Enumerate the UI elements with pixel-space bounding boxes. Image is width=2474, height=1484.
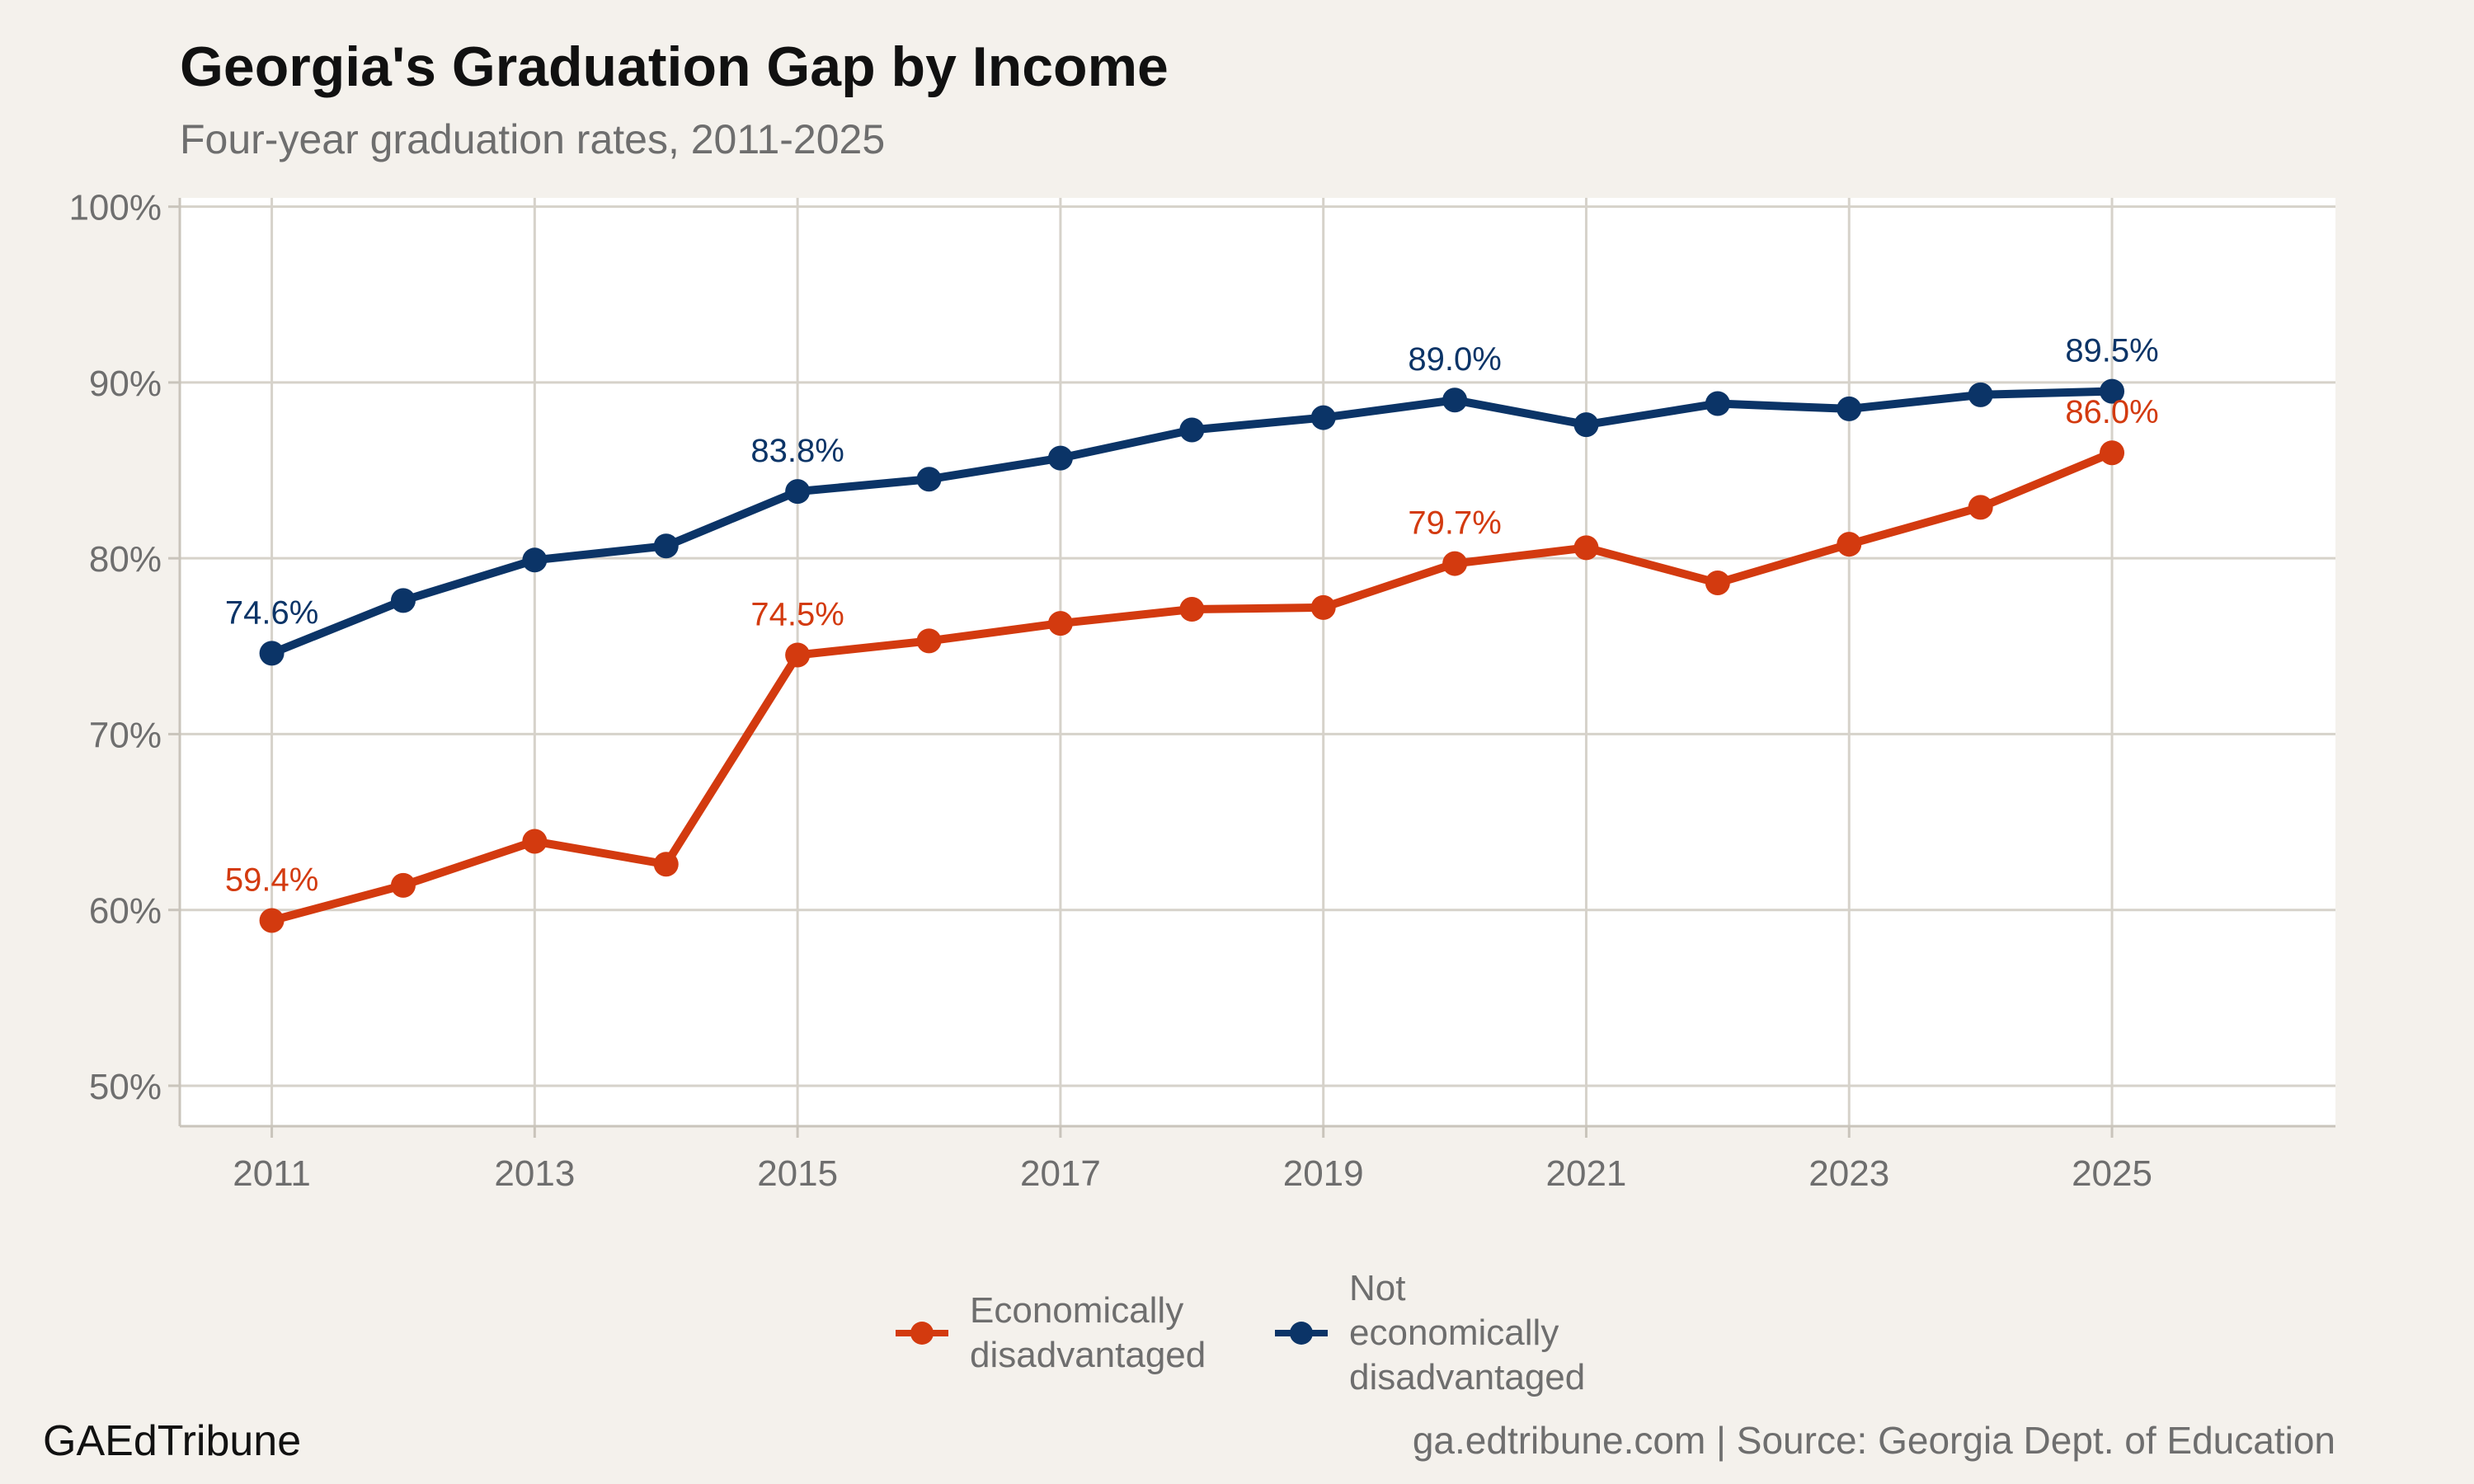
data-point-economically-disadvantaged	[1442, 551, 1468, 576]
source-credit: ga.edtribune.com | Source: Georgia Dept.…	[1412, 1419, 2335, 1462]
data-point-not-economically-disadvantaged	[390, 588, 416, 613]
y-tick-label: 70%	[89, 715, 162, 755]
data-point-economically-disadvantaged	[1837, 532, 1862, 557]
data-label-economically-disadvantaged: 59.4%	[225, 862, 318, 898]
legend-key-not-economically-disadvantaged	[1275, 1322, 1328, 1345]
brand-label: GAEdTribune	[43, 1417, 302, 1465]
data-point-not-economically-disadvantaged	[2100, 378, 2125, 404]
chart-subtitle: Four-year graduation rates, 2011-2025	[180, 116, 886, 162]
data-label-economically-disadvantaged: 74.5%	[750, 596, 844, 632]
data-point-economically-disadvantaged	[785, 642, 811, 668]
data-point-not-economically-disadvantaged	[1310, 405, 1336, 430]
chart-title: Georgia's Graduation Gap by Income	[180, 35, 1169, 98]
legend-label-line: Economically	[970, 1290, 1184, 1331]
data-label-not-economically-disadvantaged: 89.5%	[2065, 333, 2158, 369]
data-point-not-economically-disadvantaged	[1573, 412, 1599, 438]
x-tick-label: 2015	[757, 1153, 838, 1194]
data-point-economically-disadvantaged	[1047, 611, 1073, 636]
data-point-not-economically-disadvantaged	[1837, 396, 1862, 421]
data-point-not-economically-disadvantaged	[916, 467, 942, 492]
legend-label: Not economically disadvantaged	[1349, 1266, 1621, 1400]
legend-label-line: Not economically	[1349, 1268, 1559, 1353]
y-tick-label: 60%	[89, 891, 162, 932]
data-point-not-economically-disadvantaged	[1705, 391, 1730, 416]
x-tick-label: 2019	[1283, 1153, 1364, 1194]
y-tick-label: 100%	[68, 188, 162, 228]
data-label-economically-disadvantaged: 86.0%	[2065, 394, 2158, 430]
y-tick-label: 50%	[89, 1067, 162, 1107]
legend: Economically disadvantaged Not economica…	[896, 1266, 1654, 1400]
data-point-economically-disadvantaged	[259, 908, 285, 933]
data-point-economically-disadvantaged	[916, 628, 942, 654]
data-point-economically-disadvantaged	[390, 872, 416, 898]
data-point-not-economically-disadvantaged	[1968, 382, 1993, 407]
data-point-not-economically-disadvantaged	[653, 533, 679, 559]
x-tick-label: 2011	[233, 1153, 311, 1194]
data-point-economically-disadvantaged	[522, 829, 548, 854]
data-point-economically-disadvantaged	[1310, 594, 1336, 620]
data-point-economically-disadvantaged	[1179, 597, 1205, 622]
plot-background	[180, 198, 2335, 1126]
data-point-economically-disadvantaged	[653, 852, 679, 877]
legend-key-economically-disadvantaged	[896, 1322, 948, 1345]
data-point-not-economically-disadvantaged	[785, 479, 811, 505]
y-tick-label: 90%	[89, 364, 162, 404]
data-label-not-economically-disadvantaged: 83.8%	[750, 433, 844, 469]
data-label-economically-disadvantaged: 79.7%	[1408, 505, 1501, 542]
data-point-not-economically-disadvantaged	[259, 641, 285, 666]
x-tick-label: 2013	[494, 1153, 575, 1194]
legend-item-economically-disadvantaged: Economically disadvantaged	[896, 1289, 1242, 1378]
x-tick-label: 2017	[1020, 1153, 1101, 1194]
data-point-economically-disadvantaged	[1705, 571, 1730, 596]
legend-label-line: disadvantaged	[1349, 1357, 1586, 1397]
data-point-economically-disadvantaged	[1573, 535, 1599, 561]
y-tick-label: 80%	[89, 539, 162, 580]
legend-item-not-economically-disadvantaged: Not economically disadvantaged	[1275, 1266, 1621, 1400]
x-tick-label: 2025	[2072, 1153, 2152, 1194]
data-label-not-economically-disadvantaged: 74.6%	[225, 594, 318, 631]
x-tick-label: 2023	[1808, 1153, 1889, 1194]
x-tick-label: 2021	[1546, 1153, 1627, 1194]
legend-label-line: disadvantaged	[970, 1335, 1206, 1375]
data-point-not-economically-disadvantaged	[1047, 445, 1073, 471]
legend-label: Economically disadvantaged	[970, 1289, 1242, 1378]
data-point-not-economically-disadvantaged	[1442, 387, 1468, 413]
data-point-not-economically-disadvantaged	[522, 547, 548, 573]
data-point-not-economically-disadvantaged	[1179, 417, 1205, 443]
data-point-economically-disadvantaged	[1968, 495, 1993, 520]
data-label-not-economically-disadvantaged: 89.0%	[1408, 341, 1501, 378]
data-point-economically-disadvantaged	[2100, 440, 2125, 466]
